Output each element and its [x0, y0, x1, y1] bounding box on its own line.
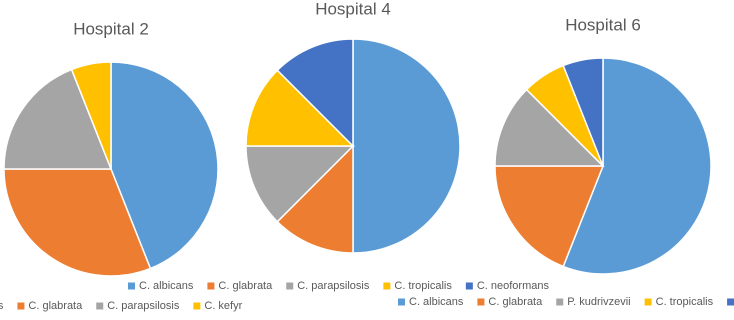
legend-marker — [644, 298, 652, 306]
legend-marker — [465, 282, 473, 290]
legend-marker — [477, 298, 485, 306]
legend-marker — [17, 302, 25, 310]
pie-slice — [70, 61, 112, 170]
pie-slice — [276, 38, 354, 148]
chart-title: Hospital 4 — [315, 0, 391, 18]
pie-slice — [494, 165, 605, 268]
legend-label: C. glabrata — [488, 296, 543, 308]
legend-label: C. kefyr — [204, 300, 242, 312]
legend-marker — [193, 302, 201, 310]
pie-slice — [562, 57, 712, 275]
legend-marker — [207, 282, 215, 290]
pie-slice — [3, 68, 113, 170]
pie-slice — [494, 88, 605, 167]
legend-label: C. glabrata — [28, 300, 83, 312]
legend-label: C. neoformans — [477, 280, 550, 292]
legend-marker — [128, 282, 135, 290]
legend-label: C. tropicalis — [394, 280, 452, 292]
pie-slice — [110, 61, 219, 270]
legend-marker — [727, 298, 734, 306]
legend-marker — [556, 298, 564, 306]
legend-marker — [96, 302, 104, 310]
pie-slice — [3, 168, 152, 277]
legend-label: C. albicans — [0, 300, 4, 312]
pie-slice — [562, 57, 604, 167]
legend-label: C. albicans — [139, 280, 194, 292]
legend-label: P. kudrivzevii — [567, 296, 630, 308]
pie-slice — [352, 38, 461, 254]
legend-label: C. tropicalis — [656, 296, 714, 308]
legend-label: C. albicans — [409, 296, 464, 308]
chart-title: Hospital 2 — [73, 19, 149, 38]
pie-slice — [245, 69, 355, 147]
chart-title: Hospital 6 — [565, 15, 641, 34]
legend-marker — [383, 282, 391, 290]
legend-label: C. parapsilosis — [107, 300, 180, 312]
legend-label: C. parapsilosis — [297, 280, 370, 292]
pie-slice — [245, 145, 355, 223]
pie-slice — [276, 144, 354, 254]
legend-marker — [398, 298, 405, 306]
legend-marker — [286, 282, 294, 290]
legend-label: C. glabrata — [218, 280, 273, 292]
